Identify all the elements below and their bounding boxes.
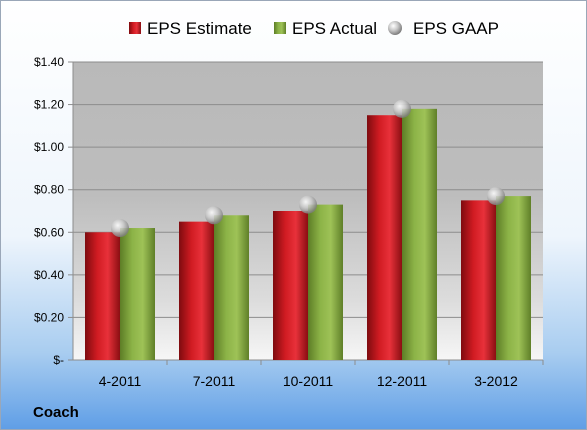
bars — [85, 108, 531, 360]
y-tick-label: $- — [53, 353, 64, 367]
x-tick-label: 10-2011 — [283, 373, 334, 389]
y-tick-label: $0.40 — [34, 268, 64, 282]
marker-eps-gaap — [205, 206, 223, 225]
y-tick-label: $1.00 — [34, 140, 64, 154]
x-tick-label: 12-2011 — [377, 373, 428, 389]
bar-eps-estimate — [85, 232, 120, 360]
x-tick-label: 7-2011 — [193, 373, 236, 389]
bar-eps-actual — [496, 196, 531, 360]
y-tick-label: $0.60 — [34, 225, 64, 239]
bar-eps-actual — [214, 215, 249, 360]
x-tick-label: 3-2012 — [474, 373, 518, 389]
legend: EPS Estimate EPS Actual EPS GAAP — [129, 19, 499, 38]
bar-eps-actual — [120, 228, 155, 360]
x-tick-label: 4-2011 — [99, 373, 142, 389]
x-axis-ticks: 4-2011 7-2011 10-2011 12-2011 3-2012 — [99, 373, 518, 389]
company-name: Coach — [33, 404, 79, 421]
bar-eps-estimate — [179, 221, 214, 360]
legend-label-eps-actual: EPS Actual — [292, 19, 377, 38]
legend-marker-eps-gaap — [388, 21, 402, 35]
y-tick-label: $1.20 — [34, 98, 64, 112]
bar-eps-actual — [308, 204, 343, 360]
y-axis-ticks: $- $0.20 $0.40 $0.60 $0.80 $1.00 $1.20 $1.40 — [34, 55, 64, 367]
marker-eps-gaap — [111, 219, 129, 238]
bar-eps-estimate — [461, 200, 496, 360]
marker-eps-gaap — [393, 99, 411, 118]
marker-eps-gaap — [487, 187, 505, 206]
legend-label-eps-gaap: EPS GAAP — [413, 19, 499, 38]
bar-eps-estimate — [367, 115, 402, 360]
y-tick-label: $0.80 — [34, 183, 64, 197]
bar-eps-actual — [402, 108, 437, 360]
gaap-markers — [111, 99, 505, 238]
bar-eps-estimate — [273, 211, 308, 360]
y-tick-label: $1.40 — [34, 55, 64, 69]
marker-eps-gaap — [299, 195, 317, 214]
legend-label-eps-estimate: EPS Estimate — [147, 19, 252, 38]
y-tick-label: $0.20 — [34, 310, 64, 324]
legend-swatch-eps-estimate — [129, 22, 141, 34]
legend-swatch-eps-actual — [274, 22, 286, 34]
